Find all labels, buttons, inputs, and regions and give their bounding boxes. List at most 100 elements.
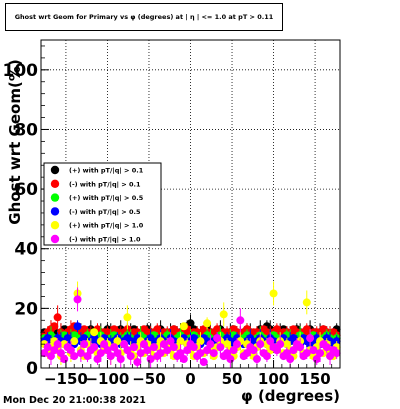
data-point <box>179 355 188 364</box>
data-point <box>272 325 281 334</box>
data-point <box>206 340 215 349</box>
data-point <box>226 355 235 364</box>
data-point <box>306 334 315 343</box>
legend-item: (-) with pT/|q| > 1.0 <box>50 234 141 245</box>
data-point <box>113 337 122 346</box>
data-point <box>46 352 55 361</box>
data-point <box>199 358 208 367</box>
x-tick-label: −100 <box>85 370 129 388</box>
legend-marker <box>50 193 60 202</box>
legend-item: (+) with pT/|q| > 1.0 <box>50 221 144 231</box>
data-point <box>302 298 311 307</box>
data-point <box>223 349 232 358</box>
data-point <box>43 343 52 352</box>
data-point <box>100 340 109 349</box>
data-point <box>80 340 89 349</box>
data-point <box>276 340 285 349</box>
legend-item: (-) with pT/|q| > 0.5 <box>50 207 141 217</box>
data-points <box>40 281 341 368</box>
data-point <box>286 355 295 364</box>
data-point <box>126 352 135 361</box>
chart-title: Ghost wrt Geom for Primary vs φ (degrees… <box>14 13 274 21</box>
legend-box <box>43 162 162 246</box>
data-point <box>289 346 298 355</box>
legend-label: (-) with pT/|q| > 1.0 <box>69 236 141 245</box>
y-tick-label: 80 <box>14 120 38 140</box>
data-point <box>272 346 281 355</box>
data-point <box>316 349 325 358</box>
x-tick-label: −50 <box>132 370 165 388</box>
data-point <box>80 334 89 343</box>
data-point <box>116 355 125 364</box>
data-point <box>196 337 205 346</box>
x-axis-label: φ (degrees) <box>241 387 340 405</box>
data-point <box>146 334 155 343</box>
data-point <box>136 349 145 358</box>
data-point <box>176 337 185 346</box>
x-tick-label: 100 <box>258 370 289 388</box>
data-point <box>110 343 119 352</box>
data-point <box>139 340 148 349</box>
axes: −150−100 −50 0 50 100 150 0 20 40 60 80 100 <box>3 45 341 388</box>
data-point <box>90 343 99 352</box>
data-point <box>113 349 122 358</box>
data-point <box>76 349 85 358</box>
data-point <box>106 352 115 361</box>
x-tick-label: 0 <box>185 370 195 388</box>
data-point <box>203 319 212 328</box>
data-point <box>326 352 335 361</box>
data-point <box>53 340 62 349</box>
data-point <box>213 334 222 343</box>
legend-label: (+) with pT/|q| > 1.0 <box>69 222 144 231</box>
data-point <box>53 313 62 322</box>
data-point <box>60 355 69 364</box>
data-point <box>40 349 49 358</box>
data-point <box>149 343 158 352</box>
data-point <box>93 355 102 364</box>
data-point <box>236 316 245 325</box>
data-point <box>50 346 59 355</box>
data-point <box>262 352 271 361</box>
data-point <box>216 343 225 352</box>
data-point <box>179 322 188 331</box>
legend-item: (-) with pT/|q| > 0.1 <box>50 179 141 189</box>
x-tick-label: 50 <box>222 370 243 388</box>
data-point <box>186 319 195 328</box>
data-point <box>83 352 92 361</box>
legend-label: (+) with pT/|q| > 0.1 <box>69 167 144 176</box>
legend-item: (+) with pT/|q| > 0.5 <box>50 193 144 203</box>
data-point <box>249 346 258 355</box>
data-point <box>96 349 105 358</box>
grid-lines <box>41 40 340 368</box>
data-point <box>156 349 165 358</box>
y-tick-label: 100 <box>3 61 39 81</box>
y-tick-label: 0 <box>26 359 38 379</box>
timestamp: Mon Dec 20 21:00:38 2021 <box>3 395 146 406</box>
data-point <box>233 340 242 349</box>
data-point <box>176 349 185 358</box>
data-point <box>159 340 168 349</box>
data-point <box>252 355 261 364</box>
data-point <box>203 346 212 355</box>
data-point <box>269 289 278 298</box>
data-point <box>213 325 222 334</box>
x-tick-label: 150 <box>299 370 330 388</box>
chart-title-box: Ghost wrt Geom for Primary vs φ (degrees… <box>5 3 283 31</box>
data-point <box>66 346 75 355</box>
legend-label: (-) with pT/|q| > 0.1 <box>69 180 141 189</box>
legend-marker <box>50 234 60 244</box>
data-point <box>242 349 251 358</box>
data-point <box>302 349 311 358</box>
data-point <box>73 322 82 331</box>
legend-label: (-) with pT/|q| > 0.5 <box>69 208 141 217</box>
data-point <box>266 337 275 346</box>
legend-item: (+) with pT/|q| > 0.1 <box>50 165 144 176</box>
data-point <box>120 340 129 349</box>
data-point <box>196 349 205 358</box>
legend: (+) with pT/|q| > 0.1 (-) with pT/|q| > 0… <box>43 162 162 246</box>
data-point <box>189 343 198 352</box>
series-5 <box>40 287 341 368</box>
data-point <box>169 343 178 352</box>
y-tick-label: 20 <box>14 299 38 319</box>
data-point <box>43 334 52 343</box>
